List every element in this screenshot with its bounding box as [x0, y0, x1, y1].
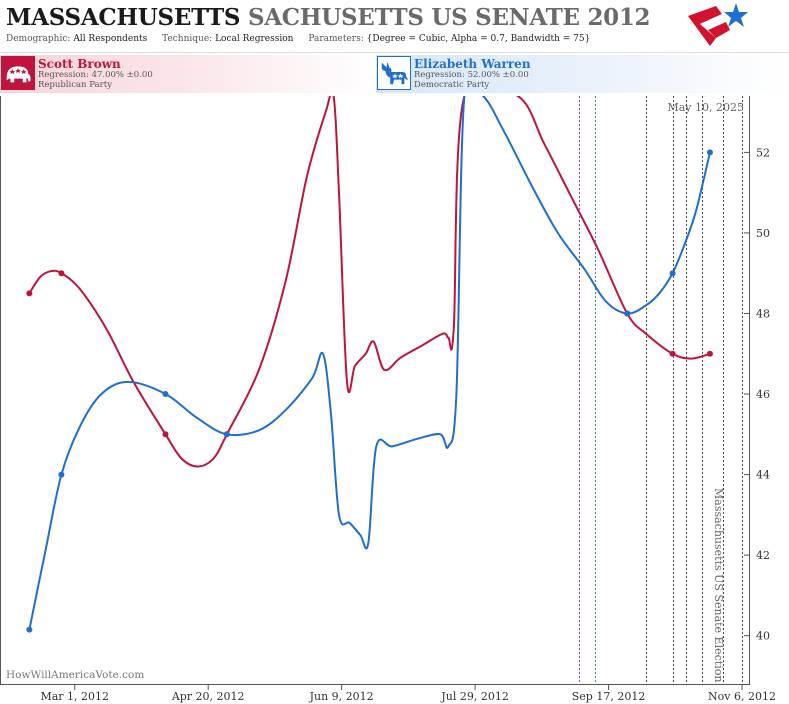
- data-point[interactable]: [162, 391, 169, 398]
- parameters-value: {Degree = Cubic, Alpha = 0.7, Bandwidth …: [366, 34, 591, 44]
- technique-value: Local Regression: [215, 34, 294, 44]
- y-tick-label: 46: [756, 388, 770, 401]
- header-divider: [0, 52, 789, 53]
- candidate-card-brown[interactable]: Scott Brown Regression: 47.00% ±0.00 Rep…: [0, 55, 380, 93]
- y-tick-label: 48: [756, 307, 770, 320]
- candidate-name: Elizabeth Warren: [414, 57, 531, 71]
- data-point[interactable]: [669, 270, 676, 277]
- series-line: [28, 96, 711, 468]
- x-tick-label: Mar 1, 2012: [40, 690, 109, 703]
- election-label: Massachusetts US Senate Election: [712, 488, 725, 682]
- data-point[interactable]: [624, 310, 631, 317]
- star-flag-logo-icon[interactable]: [686, 2, 750, 48]
- demographic-label: Demographic:: [6, 34, 71, 44]
- candidate-regression: Regression: 52.00% ±0.00: [414, 70, 529, 80]
- demographic-value: All Respondents: [73, 34, 148, 44]
- date-stamp: May 10, 2025: [667, 101, 744, 114]
- data-point[interactable]: [162, 431, 169, 438]
- marker-layer: [26, 149, 713, 633]
- watermark: HowWillAmericaVote.com: [6, 669, 144, 681]
- y-tick-label: 50: [756, 227, 770, 240]
- y-tick-label: 52: [756, 146, 770, 159]
- x-tick-label: Nov 6, 2012: [708, 690, 776, 703]
- candidate-card-warren[interactable]: Elizabeth Warren Regression: 52.00% ±0.0…: [376, 55, 786, 93]
- title-state: MASSACHUSETTS: [6, 4, 241, 31]
- y-tick-label: 40: [756, 630, 770, 643]
- candidate-name: Scott Brown: [38, 57, 121, 71]
- header: MASSACHUSETTS SACHUSETTS US SENATE 2012 …: [0, 0, 789, 52]
- parameters-row: Demographic: All Respondents Technique: …: [6, 34, 602, 44]
- x-tick-label: Apr 20, 2012: [171, 690, 245, 703]
- x-tick-label: Sep 17, 2012: [572, 690, 646, 703]
- x-tick-label: Jun 9, 2012: [309, 690, 374, 703]
- x-tick-label: Jul 29, 2012: [440, 690, 509, 703]
- candidate-party: Democratic Party: [414, 80, 490, 90]
- data-point[interactable]: [223, 431, 230, 438]
- event-lines: [579, 96, 743, 684]
- axis-ticks: 40 42 44 46 48 50 52 Mar 1, 2012 Apr 20, 2012 Jun…: [40, 146, 776, 703]
- data-point[interactable]: [26, 626, 33, 633]
- data-point[interactable]: [26, 290, 33, 297]
- series-layer: [28, 96, 711, 630]
- y-tick-label: 44: [756, 469, 770, 482]
- data-point[interactable]: [58, 270, 65, 277]
- technique-label: Technique:: [162, 34, 213, 44]
- elephant-icon: [1, 56, 35, 90]
- data-point[interactable]: [706, 149, 713, 156]
- page-title: MASSACHUSETTS SACHUSETTS US SENATE 2012: [6, 4, 651, 31]
- parameters-label: Parameters:: [308, 34, 364, 44]
- y-tick-label: 42: [756, 549, 770, 562]
- data-point[interactable]: [669, 350, 676, 357]
- data-point[interactable]: [58, 471, 65, 478]
- candidate-regression: Regression: 47.00% ±0.00: [38, 70, 153, 80]
- data-point[interactable]: [706, 350, 713, 357]
- title-race: SACHUSETTS US SENATE 2012: [247, 4, 651, 31]
- poll-chart: 40 42 44 46 48 50 52 Mar 1, 2012 Apr 20, 2012 Jun…: [0, 96, 776, 703]
- candidate-party: Republican Party: [38, 80, 112, 90]
- donkey-icon: [377, 56, 411, 90]
- series-line: [28, 96, 711, 630]
